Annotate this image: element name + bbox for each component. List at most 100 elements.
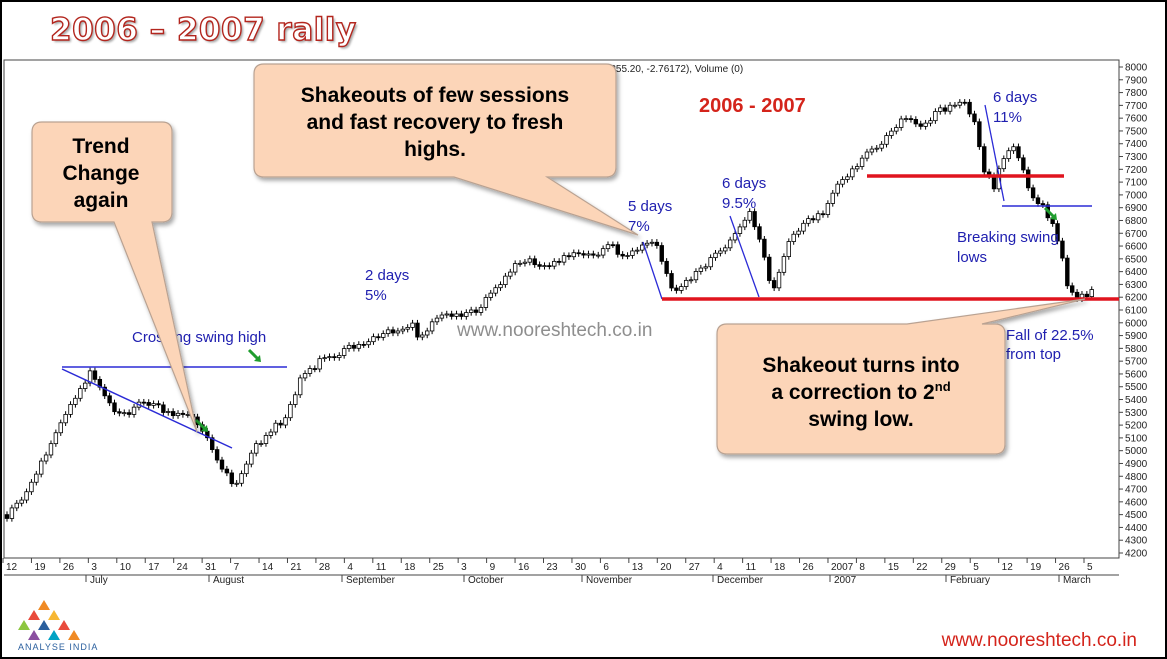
arrow-shaft bbox=[1043, 206, 1056, 219]
candle-body bbox=[649, 241, 655, 244]
candle-body bbox=[591, 253, 596, 256]
candle-body bbox=[48, 443, 54, 456]
callout-text-shakeouts: highs. bbox=[404, 138, 466, 161]
candle-body bbox=[425, 330, 430, 336]
chart-watermark: www.nooreshtech.co.in bbox=[456, 320, 652, 341]
candle-body bbox=[923, 122, 928, 127]
candle-body bbox=[68, 404, 73, 415]
callout-text-correction: swing low. bbox=[808, 408, 913, 431]
candle-body bbox=[644, 242, 650, 246]
candle-body bbox=[312, 368, 318, 370]
candle-body bbox=[674, 287, 679, 291]
candle-body bbox=[410, 322, 415, 328]
candle-body bbox=[302, 373, 308, 379]
candle-body bbox=[444, 313, 449, 316]
candle-body bbox=[390, 329, 396, 334]
candle-body bbox=[801, 222, 806, 232]
green-arrow-icon bbox=[247, 348, 261, 362]
x-month-label: July bbox=[90, 575, 108, 586]
green-arrow-icon bbox=[194, 418, 208, 432]
candle-body bbox=[693, 271, 699, 281]
y-tick-label: 6800 bbox=[1125, 216, 1148, 227]
candle-body bbox=[796, 230, 801, 235]
candle-body bbox=[400, 328, 405, 332]
candle-body bbox=[605, 244, 611, 250]
candle-body bbox=[307, 368, 313, 374]
footer-url: www.nooreshtech.co.in bbox=[941, 630, 1137, 651]
candle-body bbox=[478, 307, 484, 313]
candle-body bbox=[1030, 187, 1036, 199]
candle-body bbox=[351, 344, 357, 349]
x-month-label: February bbox=[950, 575, 990, 586]
candle-body bbox=[483, 297, 489, 308]
slide-title: 2006 – 2007 rally bbox=[49, 11, 357, 48]
candle-body bbox=[928, 120, 933, 124]
candle-body bbox=[224, 468, 230, 474]
callout-text-trend-change: Trend bbox=[72, 135, 129, 158]
arrow-shaft bbox=[194, 418, 207, 431]
candle-body bbox=[258, 443, 264, 445]
candle-body bbox=[473, 309, 479, 313]
candle-body bbox=[82, 382, 88, 389]
candle-body bbox=[547, 265, 552, 267]
candle-body bbox=[752, 211, 757, 228]
candle-body bbox=[175, 412, 181, 417]
candle-body bbox=[571, 252, 577, 258]
candle-body bbox=[346, 344, 352, 349]
fall-line-6days bbox=[729, 215, 760, 298]
candle-body bbox=[517, 262, 523, 265]
candle-body bbox=[718, 250, 723, 254]
candle-body bbox=[635, 249, 640, 252]
annotation-crossing-swing-high: Crossing swing high bbox=[132, 329, 266, 346]
callout-text-correction-main: a correction to 2 bbox=[771, 381, 934, 404]
candle-body bbox=[278, 422, 283, 426]
candle-body bbox=[468, 309, 474, 313]
candle-body bbox=[317, 358, 322, 370]
candle-body bbox=[283, 417, 288, 426]
x-tick-label: 4 bbox=[717, 562, 723, 573]
candle-body bbox=[371, 336, 376, 343]
annotation-6days-dec: 6 days bbox=[722, 175, 766, 192]
callout-text-trend-change: again bbox=[74, 189, 129, 212]
candle-body bbox=[385, 329, 391, 334]
candle-body bbox=[141, 401, 147, 404]
candle-body bbox=[229, 472, 234, 485]
candle-body bbox=[845, 176, 850, 180]
candle-body bbox=[527, 258, 533, 263]
callout-text-shakeouts: Shakeouts of few sessions bbox=[301, 84, 569, 107]
y-tick-label: 4300 bbox=[1125, 536, 1148, 547]
candle-body bbox=[297, 377, 303, 396]
candle-body bbox=[1026, 169, 1031, 189]
candle-body bbox=[982, 146, 987, 173]
candle-body bbox=[698, 267, 704, 272]
candle-body bbox=[566, 255, 572, 258]
x-month-label: March bbox=[1063, 575, 1091, 586]
candle-body bbox=[776, 271, 782, 289]
candle-body bbox=[898, 118, 904, 128]
candle-body bbox=[39, 460, 44, 475]
y-tick-label: 6900 bbox=[1125, 203, 1148, 214]
y-tick-label: 7100 bbox=[1125, 178, 1148, 189]
candle-body bbox=[146, 402, 151, 406]
callout-correction bbox=[716, 298, 1086, 455]
callout-text-shakeouts: and fast recovery to fresh bbox=[307, 111, 564, 134]
y-tick-label: 4900 bbox=[1125, 459, 1148, 470]
candle-body bbox=[210, 437, 215, 450]
candle-body bbox=[341, 348, 347, 356]
x-tick-label: 9 bbox=[490, 562, 496, 573]
candle-body bbox=[1084, 293, 1090, 298]
candle-body bbox=[381, 333, 386, 338]
candle-body bbox=[542, 265, 547, 267]
x-tick-label: 22 bbox=[916, 562, 928, 573]
candle-body bbox=[771, 280, 777, 289]
candle-body bbox=[630, 250, 635, 256]
x-tick-label: 11 bbox=[746, 562, 757, 573]
x-tick-label: 20 bbox=[660, 562, 672, 573]
y-tick-label: 7300 bbox=[1125, 152, 1148, 163]
candle-body bbox=[415, 322, 420, 338]
y-tick-label: 5500 bbox=[1125, 382, 1148, 393]
downtrend-line bbox=[61, 368, 233, 449]
y-tick-label: 6100 bbox=[1125, 306, 1148, 317]
candle-body bbox=[957, 101, 963, 106]
